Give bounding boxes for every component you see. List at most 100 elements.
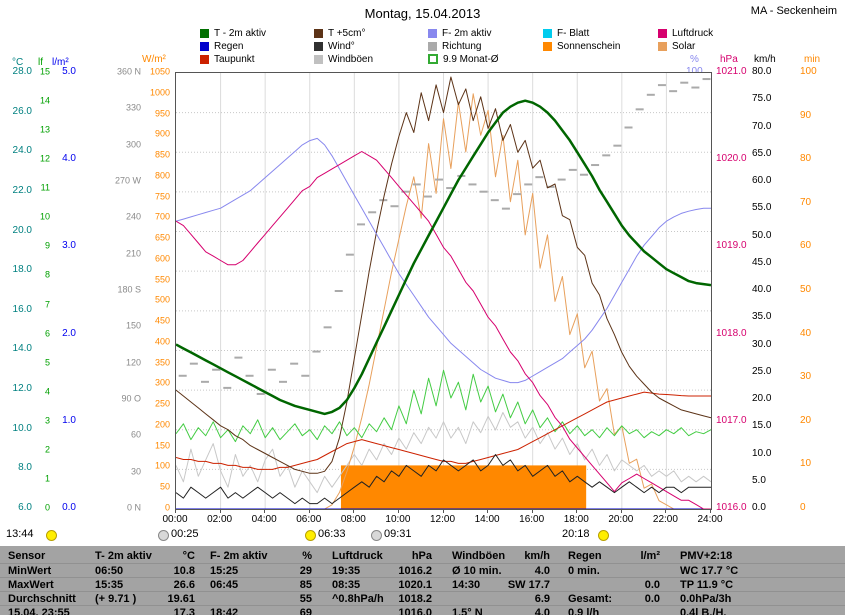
axis-label-pressure: 1018.0 (716, 327, 747, 339)
table-cell: (+ 9.71 ) (95, 593, 137, 605)
moon-marker-icon (371, 530, 382, 541)
legend-item-luftdruck[interactable]: Luftdruck (658, 28, 713, 39)
table-cell: 6.9 (534, 593, 550, 605)
series-sonnenschein (340, 465, 587, 509)
legend-item-windb-en[interactable]: Windböen (314, 54, 373, 65)
axis-label-solar: 600 (154, 253, 170, 264)
legend-item-t-2m-aktiv[interactable]: T - 2m aktiv (200, 28, 266, 39)
table-cell: Gesamt: (568, 593, 613, 605)
axis-unit-lf: lf (38, 57, 43, 68)
table-cell: SW 17.7 (507, 579, 550, 591)
legend-item-f-2m-aktiv[interactable]: F- 2m aktiv (428, 28, 491, 39)
axis-label-lf: 9 (44, 240, 50, 251)
legend-item-t-5cm[interactable]: T +5cm° (314, 28, 365, 39)
legend-item-wind[interactable]: Wind° (314, 40, 355, 52)
x-axis-tick (442, 509, 444, 513)
axis-label-lf: 8 (44, 269, 50, 280)
x-axis-tick (576, 509, 578, 513)
axis-label-rain: 3.0 (62, 240, 76, 252)
legend-swatch-f-2m-aktiv-icon (428, 28, 437, 38)
axis-label-rain: 4.0 (62, 153, 76, 165)
axis-label-direction: 210 (125, 248, 141, 259)
legend-swatch-wind-icon (314, 41, 323, 51)
legend-item-solar[interactable]: Solar (658, 40, 696, 52)
legend-item-f-blatt[interactable]: F- Blatt (543, 28, 589, 39)
table-cell: Durchschnitt (8, 593, 76, 605)
axis-label-solar: 800 (154, 170, 170, 181)
table-cell: 15.04. 23:55 (8, 607, 70, 615)
table-cell: 0 min. (568, 565, 600, 577)
table-row: MinWert 06:50 10.8 15:25 29 19:35 1016.2 Ø 10 m… (0, 563, 845, 578)
axis-label-temp: 16.0 (12, 303, 32, 315)
moon-marker-icon (158, 530, 169, 541)
table-header-cell: °C (182, 550, 195, 562)
axis-label-temp: 28.0 (12, 66, 32, 77)
axis-label-lf: 14 (39, 95, 50, 106)
legend-item-9-9-monat[interactable]: 9.9 Monat-Ø (428, 54, 499, 65)
chart-plot-area[interactable] (175, 72, 712, 510)
table-cell: 85 (299, 579, 312, 591)
axis-label-temp: 12.0 (12, 383, 32, 395)
table-cell: 0.0 (644, 593, 660, 605)
x-axis-label: 14:00 (474, 514, 500, 525)
axis-label-direction: 330 (125, 102, 141, 113)
table-cell: 19:35 (332, 565, 361, 577)
axis-label-sunshine: 80 (800, 153, 812, 165)
axis-label-lf: 1 (44, 473, 50, 484)
axis-label-direction: 90 O (121, 393, 141, 404)
table-cell: 15:25 (210, 565, 239, 577)
table-header-cell: l/m² (640, 550, 660, 562)
axis-unit-rain: l/m² (52, 57, 69, 68)
legend-label: Richtung (442, 40, 482, 52)
legend-swatch-sonnenschein-icon (543, 41, 552, 51)
table-cell: 10.8 (173, 565, 195, 577)
legend-swatch-t-5cm-icon (314, 28, 323, 38)
legend-label: Wind° (328, 40, 355, 52)
axis-label-temp: 14.0 (12, 343, 32, 355)
axis-label-lf: 2 (44, 444, 50, 455)
x-axis-label: 02:00 (207, 514, 233, 525)
table-row: MaxWert 15:35 26.6 06:45 85 08:35 1020.1 14:30 S… (0, 577, 845, 592)
legend-label: Sonnenschein (557, 40, 621, 52)
table-header-row: Sensor T- 2m aktiv °C F- 2m aktiv% Luftdruck… (0, 549, 845, 563)
series-wind (175, 454, 711, 505)
axis-label-sunshine: 20 (800, 414, 812, 426)
series-t-5cm (175, 76, 712, 474)
astro-time: 13:44 (6, 528, 34, 540)
legend-label: Solar (672, 40, 696, 52)
legend-item-taupunkt[interactable]: Taupunkt (200, 54, 255, 65)
x-axis-label: 18:00 (563, 514, 589, 525)
axis-label-rain: 2.0 (62, 327, 76, 339)
table-cell: 17.3 (173, 607, 195, 615)
axis-label-direction: 30 (130, 466, 141, 477)
x-axis-tick (397, 509, 399, 513)
x-axis-label: 16:00 (519, 514, 545, 525)
axis-label-windspeed: 75.0 (752, 93, 772, 105)
table-cell: 0.0hPa/3h (680, 593, 732, 605)
x-axis-tick (665, 509, 667, 513)
axis-label-sunshine: 0 (800, 502, 806, 513)
axis-unit-windspeed: km/h (754, 54, 776, 65)
axis-unit-pressure: hPa (720, 54, 738, 65)
axis-label-lf: 4 (44, 386, 50, 397)
axis-label-temp: 6.0 (18, 502, 32, 513)
legend-item-richtung[interactable]: Richtung (428, 40, 482, 52)
axis-label-pressure: 1020.0 (716, 153, 747, 165)
axis-label-windspeed: 45.0 (752, 256, 772, 268)
table-cell: 0.0 (644, 579, 660, 591)
axis-unit-solar: W/m² (142, 54, 166, 65)
legend-item-sonnenschein[interactable]: Sonnenschein (543, 40, 621, 52)
legend-item-regen[interactable]: Regen (200, 41, 243, 52)
x-axis-tick (487, 509, 489, 513)
table-row: 15.04. 23:55 17.3 18:42 69 1016.0 1.5° N 4.0 0.… (0, 605, 845, 615)
axis-label-solar: 850 (154, 149, 170, 160)
table-cell: 26.6 (173, 579, 195, 591)
axis-label-rain: 5.0 (62, 66, 76, 77)
axis-label-solar: 400 (154, 336, 170, 347)
axis-label-lf: 6 (44, 328, 50, 339)
x-axis-tick (531, 509, 533, 513)
table-header-cell: Luftdruck (332, 550, 383, 562)
axis-label-windspeed: 30.0 (752, 338, 772, 350)
series-f-2m-aktiv (175, 137, 711, 384)
